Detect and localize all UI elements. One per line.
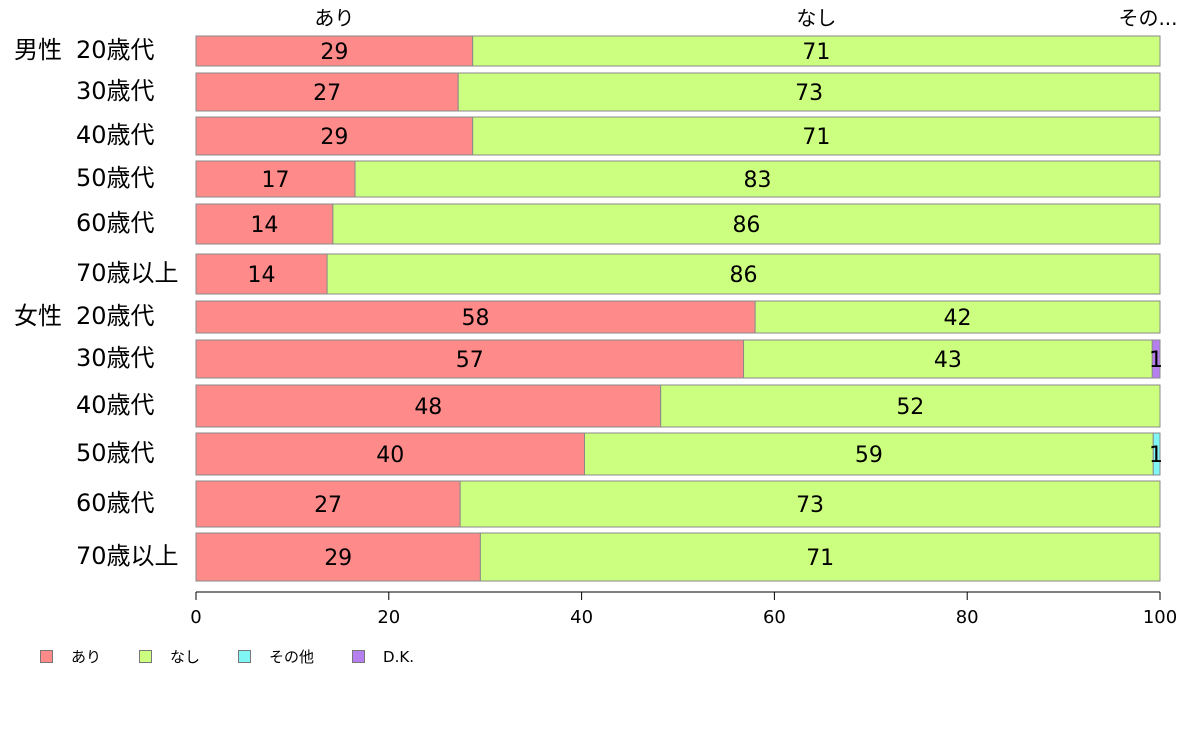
bar-segment bbox=[660, 384, 1161, 428]
category-label: 40歳代 bbox=[76, 391, 155, 419]
bar-segment bbox=[1151, 339, 1161, 379]
group-label: 女性 bbox=[14, 302, 62, 330]
data-label: 73 bbox=[796, 493, 824, 518]
legend-item: その他 bbox=[238, 646, 314, 667]
legend-item: D.K. bbox=[352, 648, 414, 666]
data-label: 43 bbox=[934, 348, 962, 373]
bar-segment bbox=[326, 253, 1161, 295]
bar-segment bbox=[472, 116, 1161, 156]
legend-label: あり bbox=[71, 648, 102, 666]
legend-label: なし bbox=[170, 648, 201, 666]
data-label: 29 bbox=[324, 546, 352, 571]
data-label: 27 bbox=[314, 493, 342, 518]
top-series-label: なし bbox=[796, 6, 836, 30]
bar-segment bbox=[1152, 432, 1161, 476]
x-tick-label: 0 bbox=[190, 607, 201, 628]
category-label: 70歳以上 bbox=[76, 542, 179, 570]
data-label: 52 bbox=[896, 395, 924, 420]
stacked-bar-chart: あり なし その... 男性 20歳代 29 71 30歳代 27 73 40歳代 29 71 50歳代 1… bbox=[14, 6, 1178, 628]
bar-segment bbox=[743, 339, 1153, 379]
bar-segment bbox=[459, 480, 1161, 528]
bar-segment bbox=[354, 160, 1161, 198]
legend-swatch bbox=[238, 650, 252, 663]
legend-swatch bbox=[40, 650, 53, 663]
data-label: 29 bbox=[320, 40, 348, 65]
data-label: 1 bbox=[1149, 443, 1163, 468]
legend-swatch bbox=[139, 650, 153, 663]
data-label: 48 bbox=[414, 395, 442, 420]
category-label: 30歳代 bbox=[76, 77, 155, 105]
legend-label: D.K. bbox=[383, 647, 414, 666]
data-label: 71 bbox=[802, 40, 830, 65]
bar-segment bbox=[195, 532, 481, 582]
bar-segment bbox=[754, 300, 1161, 334]
bar-segment bbox=[195, 35, 474, 67]
bar-segment bbox=[195, 72, 459, 112]
bar-segment bbox=[195, 160, 356, 198]
data-label: 42 bbox=[944, 306, 972, 331]
data-label: 71 bbox=[806, 546, 834, 571]
data-label: 17 bbox=[262, 168, 290, 193]
legend-item: なし bbox=[139, 646, 200, 667]
legend-swatch bbox=[352, 650, 366, 663]
data-label: 27 bbox=[313, 81, 341, 106]
bar-segment bbox=[472, 35, 1161, 67]
bar-segment bbox=[195, 432, 585, 476]
bar-segment bbox=[457, 72, 1161, 112]
data-label: 86 bbox=[730, 263, 758, 288]
data-label: 29 bbox=[320, 125, 348, 150]
data-label: 71 bbox=[802, 125, 830, 150]
bar-segment bbox=[195, 203, 334, 245]
legend-label: その他 bbox=[269, 648, 315, 666]
category-label: 20歳代 bbox=[76, 36, 155, 64]
bar-segment bbox=[332, 203, 1161, 245]
data-label: 14 bbox=[248, 263, 276, 288]
category-label: 50歳代 bbox=[76, 439, 155, 467]
data-label: 57 bbox=[456, 348, 484, 373]
bar-segment bbox=[195, 116, 474, 156]
data-label: 1 bbox=[1149, 348, 1163, 373]
category-label: 20歳代 bbox=[76, 302, 155, 330]
data-label: 59 bbox=[855, 443, 883, 468]
top-series-label: あり bbox=[314, 6, 354, 30]
category-label: 60歳代 bbox=[76, 209, 155, 237]
bar-segment bbox=[195, 300, 756, 334]
bar-segment bbox=[479, 532, 1161, 582]
data-label: 86 bbox=[732, 213, 760, 238]
data-label: 58 bbox=[462, 306, 490, 331]
category-label: 60歳代 bbox=[76, 489, 155, 517]
data-label: 40 bbox=[376, 443, 404, 468]
legend: あり なし その他 D.K. bbox=[40, 646, 452, 667]
data-label: 14 bbox=[250, 213, 278, 238]
x-tick-label: 40 bbox=[570, 607, 593, 628]
x-tick-label: 100 bbox=[1143, 607, 1177, 628]
category-label: 40歳代 bbox=[76, 121, 155, 149]
data-label: 83 bbox=[744, 168, 772, 193]
legend-item: あり bbox=[40, 646, 101, 667]
category-label: 50歳代 bbox=[76, 164, 155, 192]
data-label: 73 bbox=[795, 81, 823, 106]
group-label: 男性 bbox=[14, 36, 62, 64]
top-series-label: その... bbox=[1118, 6, 1177, 30]
category-label: 70歳以上 bbox=[76, 259, 179, 287]
category-label: 30歳代 bbox=[76, 344, 155, 372]
x-tick-label: 80 bbox=[956, 607, 979, 628]
x-tick-label: 20 bbox=[377, 607, 400, 628]
x-tick-label: 60 bbox=[763, 607, 786, 628]
